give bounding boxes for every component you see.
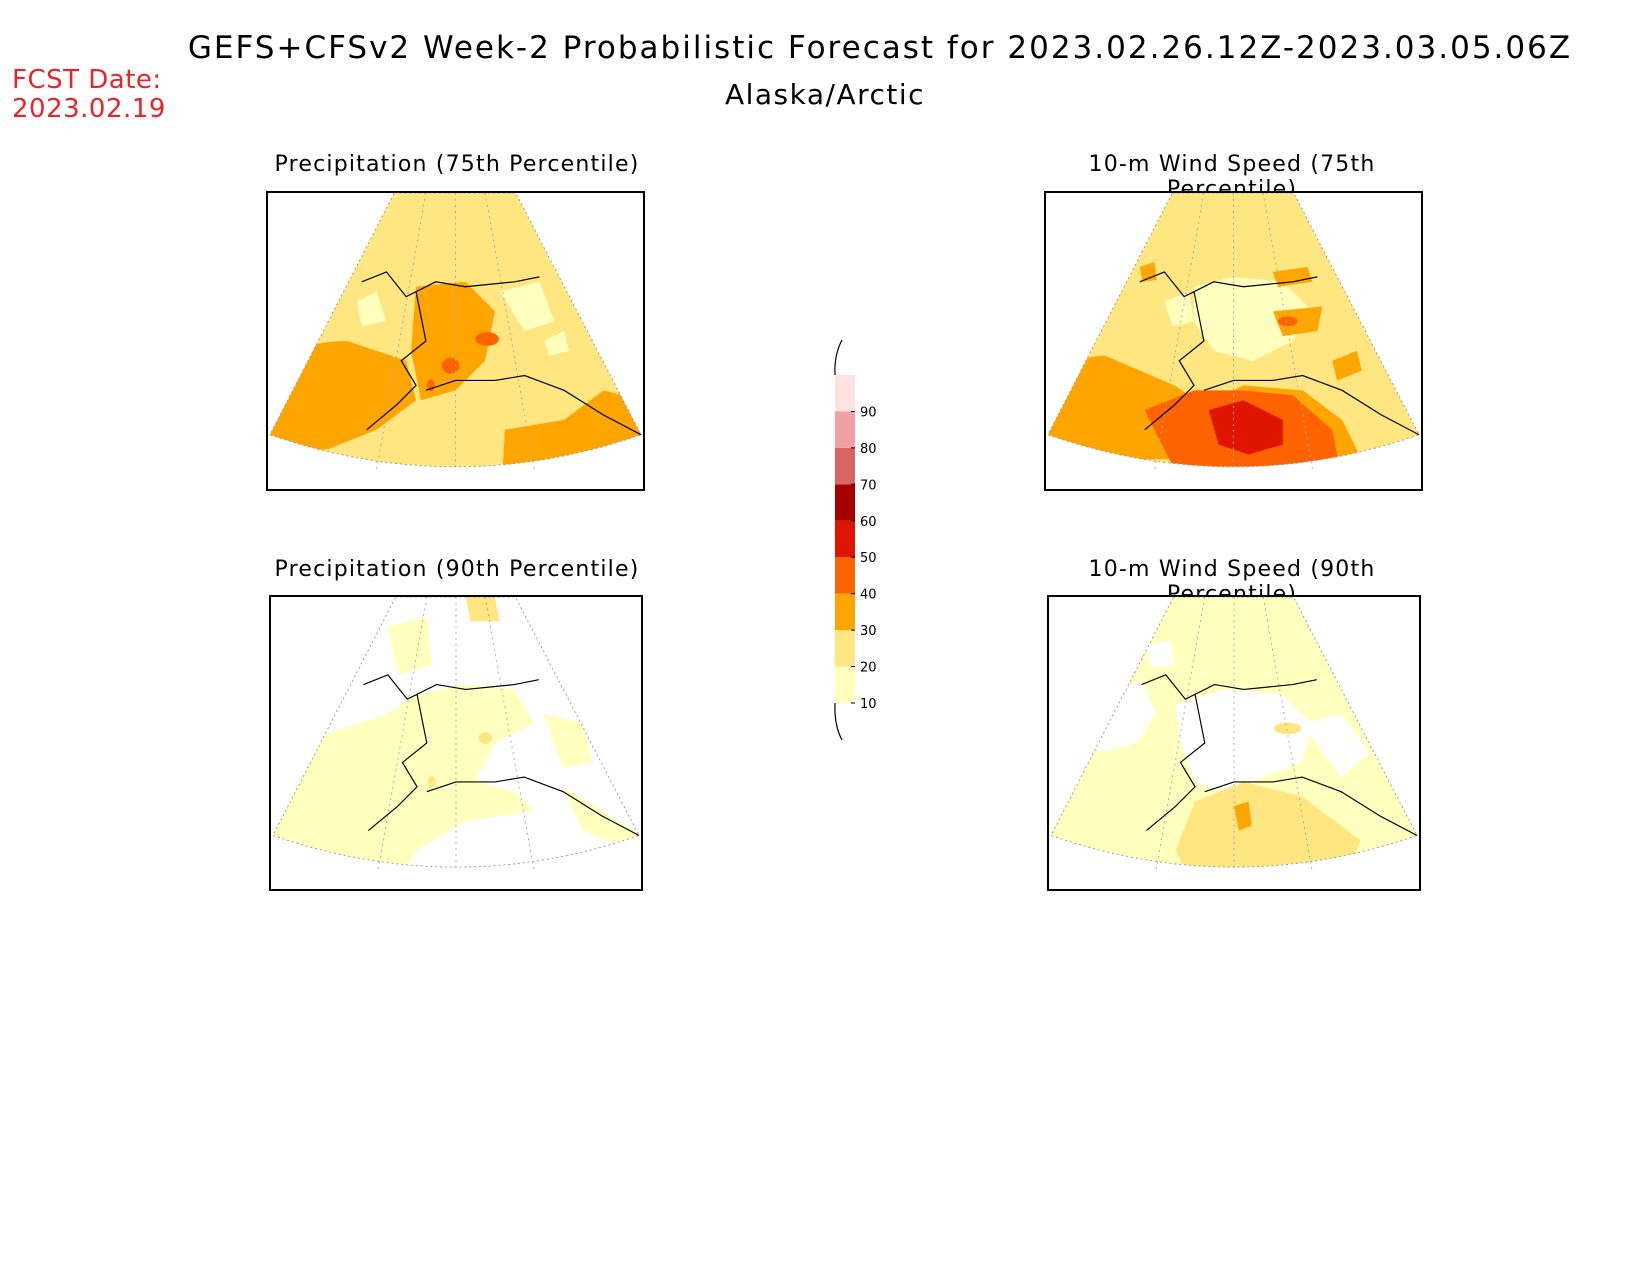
colorbar-bin xyxy=(835,630,855,667)
colorbar-tick-label: 50 xyxy=(860,551,877,566)
forecast-date-value: 2023.02.19 xyxy=(12,94,166,124)
forecast-date-label: FCST Date: xyxy=(12,65,162,95)
colorbar-bin xyxy=(835,484,855,521)
map-panel-wind-90 xyxy=(1047,595,1421,891)
map-panel-wind-75 xyxy=(1044,191,1423,491)
panel-title-wind-75: 10-m Wind Speed (75th Percentile) xyxy=(1088,152,1376,202)
colorbar-bin xyxy=(835,411,855,448)
colorbar-tick-label: 30 xyxy=(860,624,877,639)
colorbar: 10 20 30 40 50 60 70 80 90 xyxy=(820,330,940,750)
panel-title-precip-75: Precipitation (75th Percentile) xyxy=(274,152,640,177)
panel-title-precip-90: Precipitation (90th Percentile) xyxy=(274,557,640,582)
colorbar-tick-label: 20 xyxy=(860,661,877,676)
colorbar-graphic: 10 20 30 40 50 60 70 80 90 xyxy=(834,339,877,741)
colorbar-tick-label: 40 xyxy=(860,588,877,603)
colorbar-tick-label: 80 xyxy=(860,442,877,457)
colorbar-bin xyxy=(835,520,855,558)
colorbar-bin xyxy=(835,375,855,412)
map-panel-precip-75 xyxy=(266,191,645,491)
chart-title: GEFS+CFSv2 Week-2 Probabilistic Forecast… xyxy=(187,30,1573,66)
colorbar-bin xyxy=(835,557,855,594)
colorbar-tick-label: 70 xyxy=(860,478,877,493)
colorbar-tick-label: 60 xyxy=(860,515,877,530)
colorbar-bin xyxy=(835,593,855,631)
colorbar-tick-label: 90 xyxy=(860,405,877,420)
region-subtitle: Alaska/Arctic xyxy=(724,78,926,111)
colorbar-bin xyxy=(835,666,855,703)
map-panel-precip-90 xyxy=(269,595,643,891)
colorbar-tick-label: 10 xyxy=(860,697,877,712)
colorbar-bin xyxy=(835,447,855,485)
forecast-date: FCST Date: 2023.02.19 xyxy=(12,66,166,124)
